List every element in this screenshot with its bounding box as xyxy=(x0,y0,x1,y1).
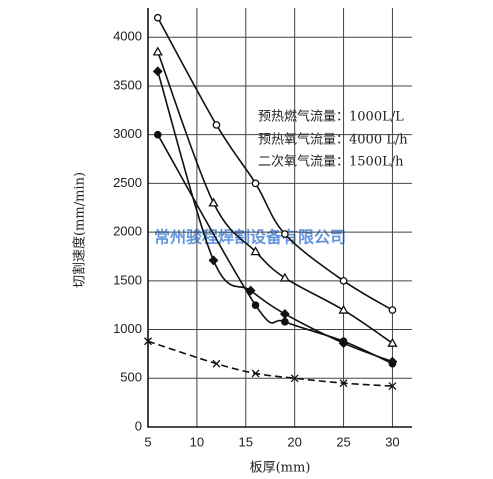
annotation: 预热燃气流量：1000L/L xyxy=(258,109,404,125)
marker xyxy=(279,272,291,282)
marker xyxy=(251,369,260,378)
x-tick-label: 10 xyxy=(190,434,204,449)
y-tick-label: 3500 xyxy=(113,77,142,92)
y-axis-label: 切割速度(mm/min) xyxy=(72,172,88,288)
marker xyxy=(153,130,162,139)
marker xyxy=(388,306,397,314)
marker xyxy=(250,246,261,256)
marker xyxy=(245,285,256,296)
marker xyxy=(281,317,289,326)
marker xyxy=(279,309,290,319)
y-tick-label: 0 xyxy=(135,418,142,433)
marker xyxy=(153,13,162,22)
y-tick-label: 1500 xyxy=(113,272,142,287)
x-tick-label: 20 xyxy=(287,434,301,449)
marker xyxy=(212,121,221,129)
x-tick-label: 25 xyxy=(336,434,350,449)
marker xyxy=(338,304,349,314)
annotation: 预热氧气流量：4000 L/h xyxy=(258,132,408,148)
y-tick-label: 3000 xyxy=(113,126,142,141)
marker xyxy=(251,179,260,188)
y-tick-label: 4000 xyxy=(113,29,142,44)
marker xyxy=(144,337,152,346)
y-tick-label: 2500 xyxy=(113,175,142,190)
x-tick-label: 5 xyxy=(144,434,151,449)
x-tick-label: 15 xyxy=(239,434,253,449)
annotation: 二次氧气流量：1500L/h xyxy=(258,154,404,170)
marker xyxy=(387,337,398,347)
marker xyxy=(339,276,348,285)
series-line xyxy=(147,340,393,387)
marker xyxy=(339,379,348,388)
x-axis-label: 板厚(mm) xyxy=(250,461,311,476)
x-tick-label: 30 xyxy=(385,434,399,449)
marker xyxy=(212,359,221,368)
marker xyxy=(290,374,299,383)
y-tick-label: 1000 xyxy=(113,321,142,336)
marker xyxy=(251,301,260,310)
marker xyxy=(339,337,348,346)
marker xyxy=(281,230,289,238)
axis-frame xyxy=(147,8,412,428)
marker xyxy=(152,66,163,77)
watermark: 常州骏程焊割设备有限公司 xyxy=(154,228,346,247)
series-line xyxy=(157,134,393,365)
marker xyxy=(152,46,163,56)
marker xyxy=(208,255,219,266)
marker xyxy=(388,382,397,391)
marker xyxy=(388,359,397,368)
y-tick-label: 2000 xyxy=(113,224,142,239)
marker xyxy=(208,197,219,207)
y-tick-label: 500 xyxy=(120,370,142,385)
